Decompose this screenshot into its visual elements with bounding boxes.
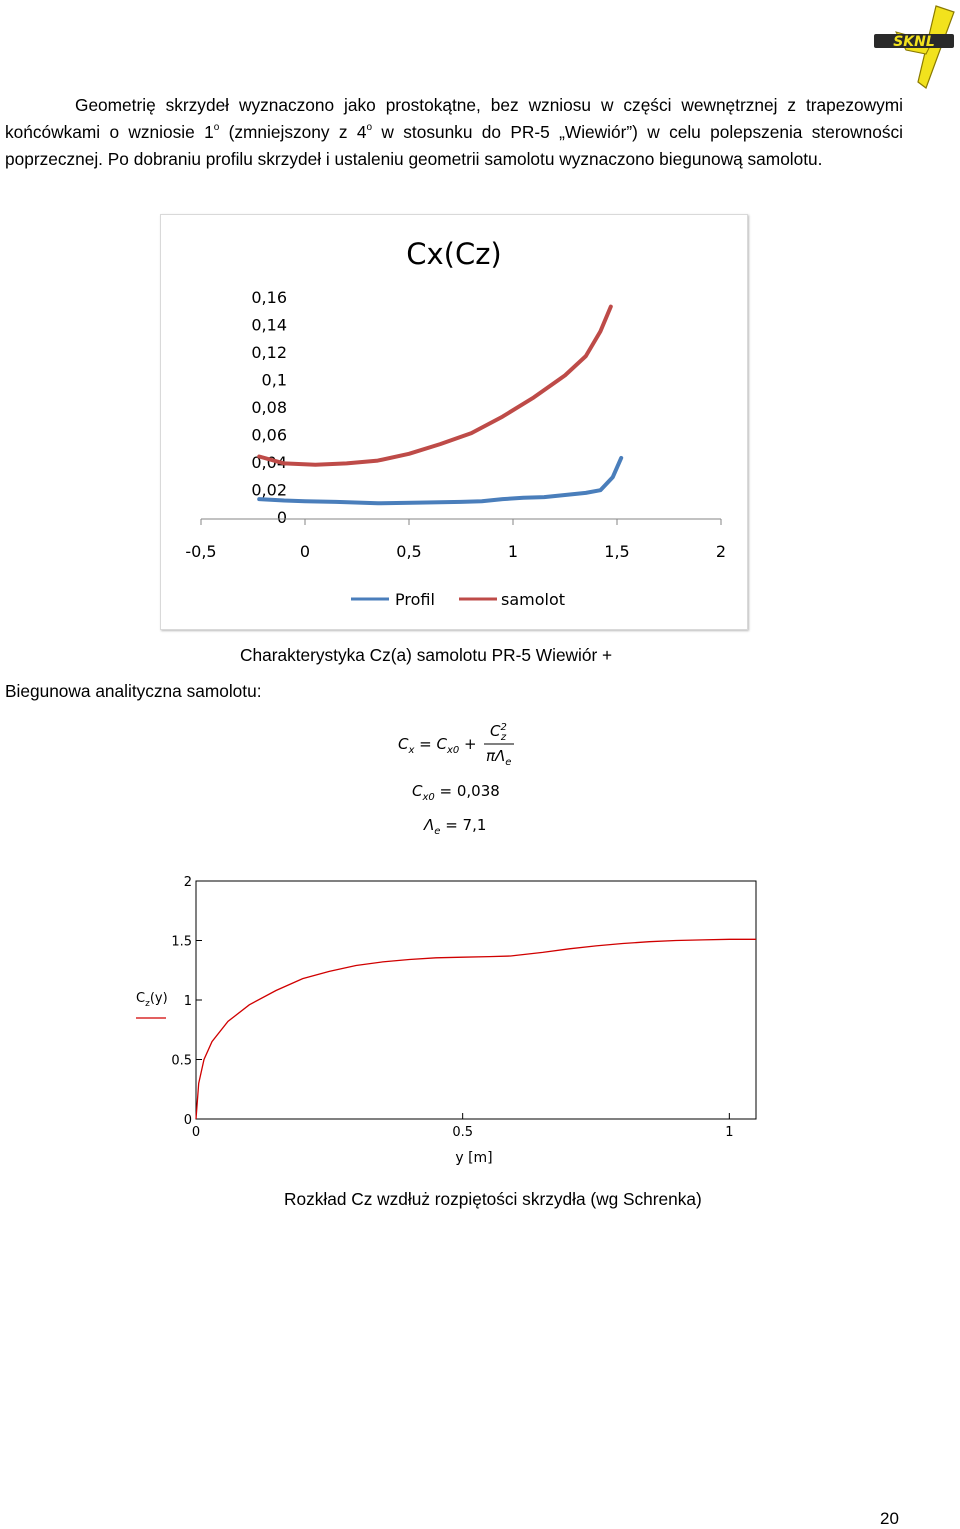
formula-cx0: Cx0 = 0,038 <box>412 782 500 803</box>
formula-lambda: Λe = 7,1 <box>423 816 486 837</box>
series-line-samolot <box>257 304 613 467</box>
x-tick-label: -0,5 <box>185 542 216 561</box>
y-tick-label: 0,02 <box>251 481 287 500</box>
paragraph-text-2: (zmniejszony z 4 <box>219 122 367 143</box>
x-tick-label: 1 <box>508 542 518 561</box>
y-tick-label: 0,14 <box>251 316 287 335</box>
lift-distribution-chart: 2 1.5 1 0.5 0 0 0.5 1 Cz(y) y [m] <box>136 875 757 1166</box>
x-tick-label: 0 <box>192 1125 200 1140</box>
chart-caption: Charakterystyka Cz(a) samolotu PR-5 Wiew… <box>240 645 613 665</box>
logo-banner <box>874 34 954 48</box>
y-tick-label: 1 <box>184 994 192 1009</box>
x-tick-label: 1,5 <box>604 542 629 561</box>
cz-distribution-line <box>195 938 756 1120</box>
legend-label-profil: Profil <box>395 590 435 609</box>
y-tick-label: 2 <box>184 875 192 890</box>
y-tick-label: 0,16 <box>251 288 287 307</box>
y-tick-label: 0,06 <box>251 426 287 445</box>
sknl-logo: SKNL <box>874 5 955 89</box>
series-line-profil <box>257 455 624 506</box>
y-tick-label: 0 <box>277 508 287 527</box>
x-tick-label: 2 <box>716 542 726 561</box>
y-tick-label: 0.5 <box>171 1054 192 1069</box>
y-tick-label: 0,08 <box>251 398 287 417</box>
chart-legend: Profil samolot <box>351 590 565 609</box>
lift-distribution-chart-frame: 2 1.5 1 0.5 0 0 0.5 1 Cz(y) y [m] <box>120 866 770 1176</box>
formula-line-1: Cx = Cx0 + <box>398 735 477 756</box>
formula-numerator: C2 z <box>490 722 507 743</box>
plot-area <box>195 880 757 1120</box>
y-tick-label: 0,12 <box>251 343 287 362</box>
page-number: 20 <box>880 1509 899 1528</box>
y-tick-label: 0 <box>184 1113 192 1128</box>
degree-sup-1: o <box>213 122 220 134</box>
x-axis-label: y [m] <box>455 1150 492 1166</box>
legend-label-samolot: samolot <box>501 590 565 609</box>
x-tick-label: 1 <box>725 1125 733 1140</box>
logo-text: SKNL <box>893 34 935 50</box>
section-label: Biegunowa analityczna samolotu: <box>5 681 262 701</box>
y-tick-label: 0,1 <box>262 371 287 390</box>
svg-text:Cz(y): Cz(y) <box>136 991 168 1009</box>
chart-title: Cx(Cz) <box>406 237 502 271</box>
polar-chart-frame: Cx(Cz) 0,16 0,14 0,12 0,1 0,08 0,06 0,04 0,02 0 … <box>160 214 748 630</box>
x-tick-label: 0 <box>300 542 310 561</box>
x-tick-label: 0.5 <box>452 1125 473 1140</box>
polar-chart: Cx(Cz) 0,160,140,120,10,080,060,040,020 … <box>185 237 726 609</box>
y-axis-label: Cz(y) <box>136 991 168 1009</box>
paragraph-text-1: Geometrię skrzydeł wyznaczono jako prost… <box>5 95 903 143</box>
x-tick-label: 0,5 <box>396 542 421 561</box>
polar-formula: Cx = Cx0 + C2 z πΛe Cx0 = 0,038 Λe = 7,1 <box>398 722 514 837</box>
y-tick-label: 1.5 <box>171 935 192 950</box>
paragraph-text-3: w stosunku do PR-5 „Wiewiór”) w celu pol… <box>5 122 904 170</box>
intro-paragraph: Geometrię skrzydeł wyznaczono jako prost… <box>5 92 903 174</box>
degree-sup-2: o <box>366 122 373 134</box>
distribution-caption: Rozkład Cz wzdłuż rozpiętości skrzydła (… <box>284 1189 702 1209</box>
formula-denominator: πΛe <box>486 747 511 768</box>
